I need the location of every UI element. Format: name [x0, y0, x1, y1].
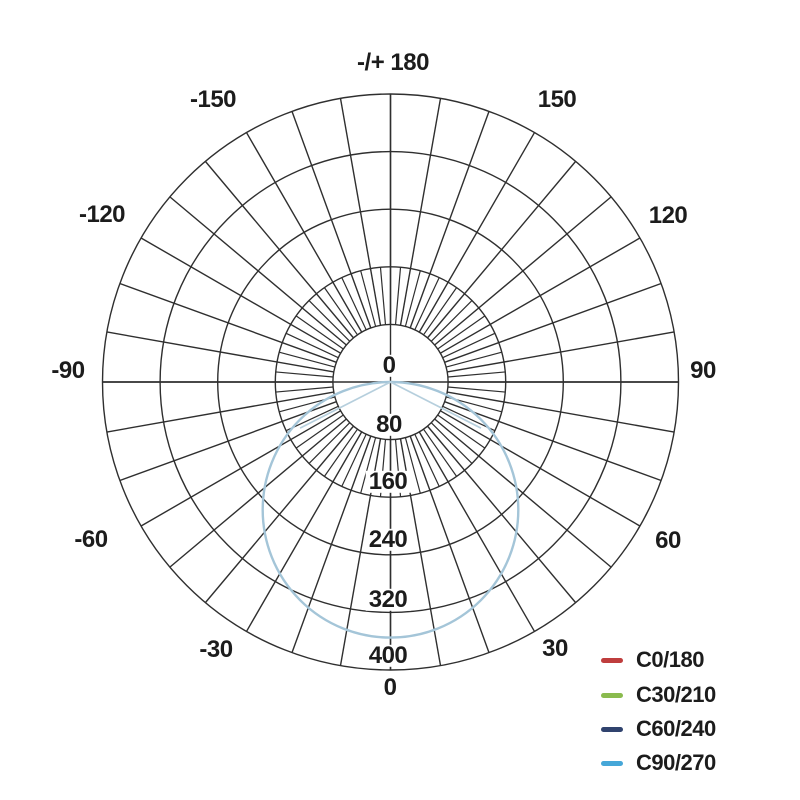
angle-tick-label: -60	[74, 525, 108, 553]
legend-item-c90-270: C90/270	[601, 750, 716, 776]
angle-tick-label: 0	[383, 673, 397, 701]
minor-spoke	[275, 386, 334, 393]
major-spoke	[339, 98, 382, 326]
minor-spoke	[308, 422, 351, 464]
minor-spoke	[323, 287, 358, 336]
minor-spoke	[423, 428, 458, 477]
angle-tick-label: -/+ 180	[357, 48, 429, 76]
legend-swatch	[601, 726, 623, 732]
major-spoke	[119, 401, 337, 482]
angle-tick-label: 30	[542, 634, 568, 662]
angle-tick-label: -30	[199, 635, 233, 663]
major-spoke	[409, 111, 490, 329]
minor-spoke	[430, 422, 473, 464]
minor-spoke	[394, 267, 402, 325]
minor-spoke	[437, 414, 486, 449]
major-spoke	[291, 435, 372, 653]
radial-tick-label: 320	[365, 587, 411, 612]
major-spoke	[169, 418, 347, 568]
legend-swatch	[601, 657, 623, 663]
minor-spoke	[323, 428, 358, 477]
angle-tick-label: -90	[51, 356, 85, 384]
major-spoke	[418, 132, 536, 333]
angle-tick-label: -120	[78, 200, 126, 228]
minor-spoke	[379, 267, 387, 325]
minor-spoke	[404, 437, 421, 494]
minor-spoke	[285, 332, 339, 359]
major-spoke	[399, 98, 442, 326]
minor-spoke	[414, 433, 440, 487]
legend-item-c60-240: C60/240	[601, 716, 716, 742]
major-spoke	[447, 391, 675, 433]
major-spoke	[444, 282, 662, 363]
legend-label: C90/270	[636, 750, 716, 775]
angle-tick-label: 60	[655, 526, 681, 554]
minor-spoke	[437, 315, 486, 350]
major-spoke	[440, 237, 641, 354]
major-spoke	[245, 431, 363, 632]
major-spoke	[169, 196, 347, 346]
angle-tick-label: -150	[189, 85, 237, 113]
radial-tick-label: 0	[379, 353, 399, 378]
major-spoke	[140, 237, 341, 354]
major-spoke	[204, 425, 355, 604]
major-spoke	[291, 111, 372, 329]
minor-spoke	[360, 437, 377, 494]
curve-chord-segment	[390, 381, 482, 429]
radial-tick-label: 80	[373, 412, 405, 437]
major-spoke	[440, 410, 641, 527]
minor-spoke	[295, 315, 344, 350]
angle-tick-label: 150	[537, 85, 577, 113]
minor-spoke	[275, 371, 334, 378]
major-spoke	[409, 435, 490, 653]
minor-spoke	[442, 332, 496, 359]
major-spoke	[106, 331, 334, 373]
major-spoke	[119, 282, 337, 363]
minor-spoke	[404, 270, 421, 327]
minor-spoke	[445, 351, 502, 368]
minor-spoke	[447, 371, 506, 378]
minor-spoke	[341, 277, 367, 331]
minor-spoke	[414, 277, 440, 331]
minor-spoke	[341, 433, 367, 487]
radial-tick-label: 400	[365, 643, 411, 668]
legend-label: C0/180	[636, 647, 704, 672]
angle-tick-label: 90	[690, 356, 716, 384]
legend-item-c30-210: C30/210	[601, 682, 716, 708]
minor-spoke	[279, 351, 336, 368]
major-spoke	[444, 401, 662, 482]
minor-spoke	[360, 270, 377, 327]
minor-spoke	[423, 287, 458, 336]
minor-spoke	[295, 414, 344, 449]
radial-tick-label: 160	[365, 469, 411, 494]
legend-label: C30/210	[636, 682, 716, 707]
major-spoke	[204, 160, 355, 339]
minor-spoke	[430, 300, 473, 342]
major-spoke	[434, 418, 612, 568]
legend-item-c0-180: C0/180	[601, 647, 704, 673]
curve-chord-segment	[299, 381, 391, 429]
major-spoke	[447, 331, 675, 373]
major-spoke	[426, 425, 577, 604]
legend-label: C60/240	[636, 716, 716, 741]
major-spoke	[434, 196, 612, 346]
major-spoke	[106, 391, 334, 433]
angle-tick-label: 120	[648, 201, 688, 229]
major-spoke	[426, 160, 577, 339]
minor-spoke	[447, 386, 506, 393]
major-spoke	[418, 431, 536, 632]
legend-swatch	[601, 760, 623, 766]
major-spoke	[140, 410, 341, 527]
legend-swatch	[601, 692, 623, 698]
major-spoke	[245, 132, 363, 333]
minor-spoke	[308, 300, 351, 342]
radial-tick-label: 240	[365, 527, 411, 552]
